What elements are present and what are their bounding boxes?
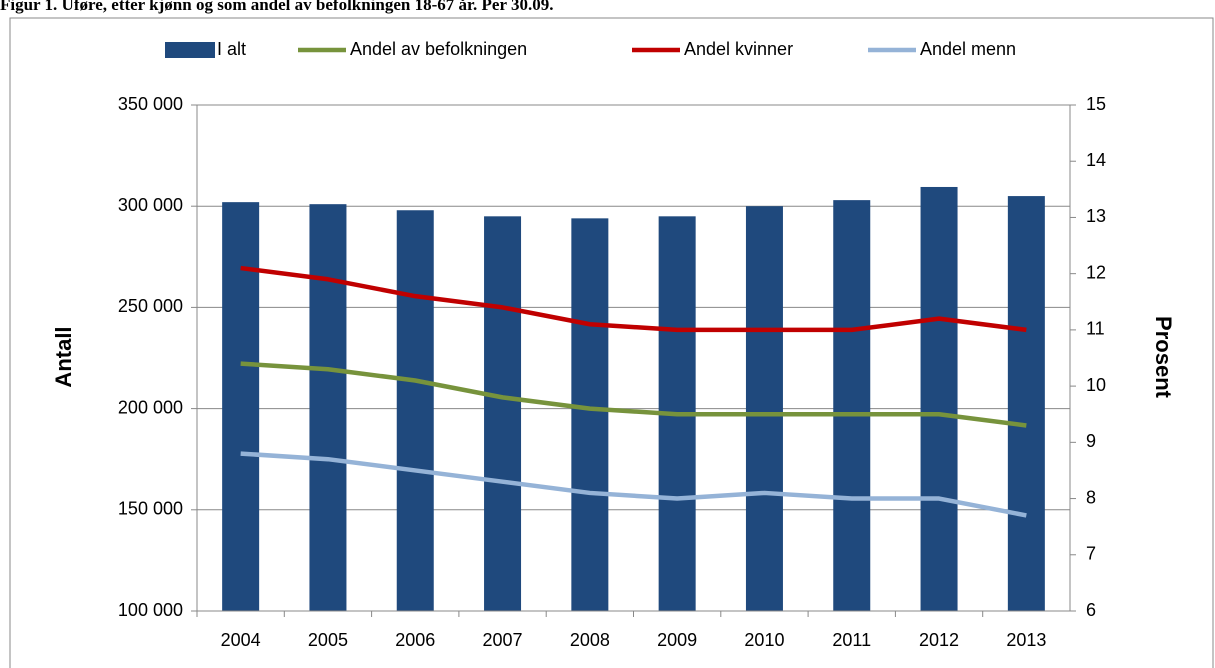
bar — [571, 218, 609, 611]
line — [240, 451, 1027, 518]
x-tick-label: 2010 — [744, 630, 784, 650]
bar — [222, 202, 260, 612]
chart-title: Figur 1. Uføre, etter kjønn og som andel… — [0, 0, 553, 14]
line — [240, 265, 1027, 333]
y2-tick-label: 10 — [1086, 375, 1106, 395]
y2-tick-label: 13 — [1086, 206, 1106, 226]
bar — [920, 186, 958, 612]
x-tick-label: 2011 — [832, 630, 871, 650]
bar — [745, 206, 783, 611]
line — [240, 361, 1027, 428]
y2-tick-label: 11 — [1086, 319, 1105, 339]
y2-tick-label: 6 — [1086, 600, 1096, 620]
bar — [833, 200, 871, 612]
legend-label: Andel av befolkningen — [350, 39, 527, 59]
y-tick-label: 300 000 — [118, 195, 183, 215]
x-tick-label: 2008 — [570, 630, 610, 650]
y2-axis-title: Prosent — [1151, 316, 1176, 399]
y2-tick-label: 15 — [1086, 94, 1106, 114]
y-axis-title: Antall — [51, 326, 76, 387]
bar — [1007, 196, 1045, 611]
x-tick-label: 2009 — [657, 630, 697, 650]
y-tick-label: 200 000 — [118, 397, 183, 417]
chart-frame — [9, 17, 1214, 668]
x-tick-label: 2013 — [1006, 630, 1046, 650]
y-tick-label: 150 000 — [118, 499, 183, 519]
x-tick-label: 2007 — [483, 630, 523, 650]
x-tick-label: 2006 — [395, 630, 435, 650]
y-tick-label: 100 000 — [118, 600, 183, 620]
y2-tick-label: 12 — [1086, 262, 1106, 282]
legend-label: Andel kvinner — [684, 39, 793, 59]
y2-tick-label: 14 — [1086, 150, 1106, 170]
legend-label: I alt — [217, 39, 246, 59]
y2-tick-label: 7 — [1086, 544, 1096, 564]
bar — [484, 216, 522, 611]
x-tick-label: 2004 — [221, 630, 261, 650]
y2-tick-label: 9 — [1086, 431, 1096, 451]
y2-tick-label: 8 — [1086, 487, 1096, 507]
y-tick-label: 250 000 — [118, 296, 183, 316]
legend-label: Andel menn — [920, 39, 1016, 59]
bar — [309, 204, 347, 611]
x-tick-label: 2012 — [919, 630, 959, 650]
y-tick-label: 350 000 — [118, 94, 183, 114]
x-tick-label: 2005 — [308, 630, 348, 650]
legend-swatch — [165, 42, 215, 58]
bar — [396, 210, 434, 612]
